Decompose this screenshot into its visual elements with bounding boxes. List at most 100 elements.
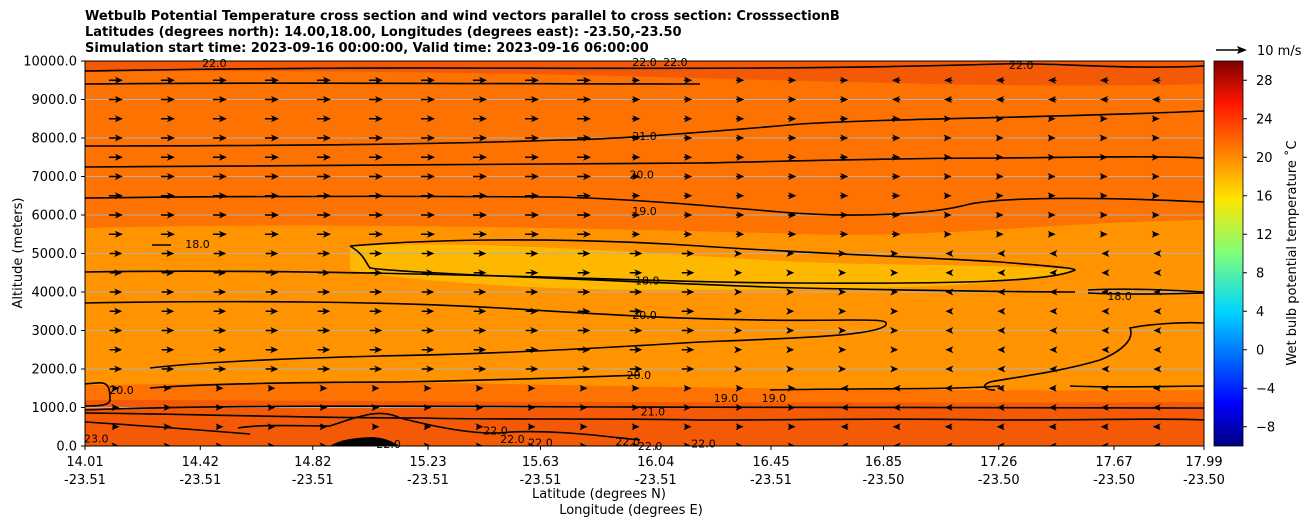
wind-vector xyxy=(1047,115,1056,123)
wind-vector xyxy=(995,153,1004,161)
wind-vector xyxy=(1047,211,1056,219)
wind-vector xyxy=(1153,327,1162,334)
wind-vector xyxy=(212,153,227,161)
wind-vector xyxy=(160,192,175,200)
wind-vector xyxy=(316,96,331,103)
colorbar-tick-label: 8 xyxy=(1256,266,1264,281)
wind-vector xyxy=(267,404,276,411)
wind-vector xyxy=(840,442,849,446)
wind-vector xyxy=(1049,250,1058,257)
wind-vector xyxy=(890,307,899,315)
contour-label: 22.0 xyxy=(376,438,401,451)
wind-vector xyxy=(1047,173,1056,180)
wind-vector xyxy=(943,76,953,84)
contour-label: 22.0 xyxy=(202,57,227,70)
wind-vector xyxy=(1101,269,1110,277)
wind-vector xyxy=(787,211,797,219)
wind-vector xyxy=(319,384,328,392)
wind-vector xyxy=(839,192,849,200)
wind-vector xyxy=(629,327,643,334)
wind-vector xyxy=(473,250,487,257)
wind-vector xyxy=(1101,307,1110,315)
wind-vector xyxy=(1203,153,1204,161)
wind-vector xyxy=(1152,442,1161,446)
contour-line xyxy=(85,300,887,369)
wind-vector xyxy=(421,365,435,373)
wind-vector xyxy=(212,230,227,238)
wind-vector xyxy=(160,134,175,142)
wind-vector xyxy=(215,442,224,446)
wind-vector xyxy=(525,153,540,161)
wind-vector xyxy=(319,442,328,446)
wind-vector xyxy=(683,96,693,103)
wind-vector xyxy=(161,327,175,334)
wind-vector xyxy=(944,423,953,431)
wind-vector xyxy=(369,288,383,296)
wind-vector xyxy=(368,115,383,123)
wind-vector xyxy=(734,307,743,315)
wind-vector xyxy=(734,250,743,257)
wind-vector xyxy=(735,230,745,238)
wind-vector xyxy=(267,442,276,446)
wind-vector xyxy=(997,327,1006,334)
y-tick-label: 0.0 xyxy=(56,440,77,455)
wind-vector xyxy=(527,442,536,446)
wind-vector xyxy=(734,327,743,334)
y-tick-label: 8000.0 xyxy=(32,132,78,147)
wind-vector xyxy=(838,365,847,373)
wind-vector xyxy=(734,288,743,296)
wind-vector xyxy=(1153,307,1162,315)
wind-vector xyxy=(264,134,279,142)
wind-vector xyxy=(368,134,383,142)
wind-vector xyxy=(371,384,380,392)
wind-vector xyxy=(525,365,539,373)
contour-line xyxy=(85,82,701,85)
wind-vector xyxy=(368,76,383,84)
colorbar-tick-label: −8 xyxy=(1256,420,1275,435)
x-tick-label-lon: -23.51 xyxy=(750,473,792,488)
wind-vector xyxy=(629,307,643,315)
wind-vector xyxy=(1101,288,1110,296)
wind-vector xyxy=(577,192,592,200)
wind-vector xyxy=(943,153,952,161)
wind-vector xyxy=(840,423,849,431)
wind-vector xyxy=(1049,365,1058,373)
wind-vector xyxy=(681,250,695,257)
wind-vector xyxy=(527,423,536,431)
wind-vector xyxy=(161,250,175,257)
wind-vector xyxy=(945,250,954,257)
wind-vector xyxy=(1203,173,1204,180)
wind-vector xyxy=(473,211,488,219)
wind-vector xyxy=(577,96,592,103)
wind-vector xyxy=(995,192,1004,200)
wind-vector xyxy=(1203,134,1204,142)
wind-vector xyxy=(212,211,227,219)
wind-vector xyxy=(108,192,123,200)
x-tick-label-lat: 14.01 xyxy=(66,455,103,470)
wind-vector xyxy=(525,115,540,123)
chart-title: Wetbulb Potential Temperature cross sect… xyxy=(85,9,840,57)
x-tick-label-lat: 16.04 xyxy=(637,455,674,470)
wind-vector xyxy=(423,384,432,392)
wind-vector xyxy=(265,365,279,373)
wind-vector xyxy=(1101,365,1110,373)
wind-vector xyxy=(683,192,693,200)
wind-vector xyxy=(631,115,641,123)
wind-vector xyxy=(683,211,693,219)
quiver-key-label: 10 m/s xyxy=(1257,44,1302,59)
wind-vector xyxy=(108,211,123,219)
wind-vector xyxy=(577,250,591,257)
wind-vector xyxy=(109,269,123,277)
wind-vector xyxy=(421,269,435,277)
wind-vector xyxy=(525,96,540,103)
wind-vector xyxy=(1205,250,1213,257)
wind-vector xyxy=(369,250,383,257)
wind-vector xyxy=(160,173,175,180)
wind-vector xyxy=(734,365,743,373)
wind-vector xyxy=(319,404,328,411)
y-tick-label: 1000.0 xyxy=(32,401,78,416)
wind-vector xyxy=(525,211,540,219)
wind-vector xyxy=(473,96,488,103)
contour-line xyxy=(85,412,1204,421)
wind-vector xyxy=(369,346,383,354)
